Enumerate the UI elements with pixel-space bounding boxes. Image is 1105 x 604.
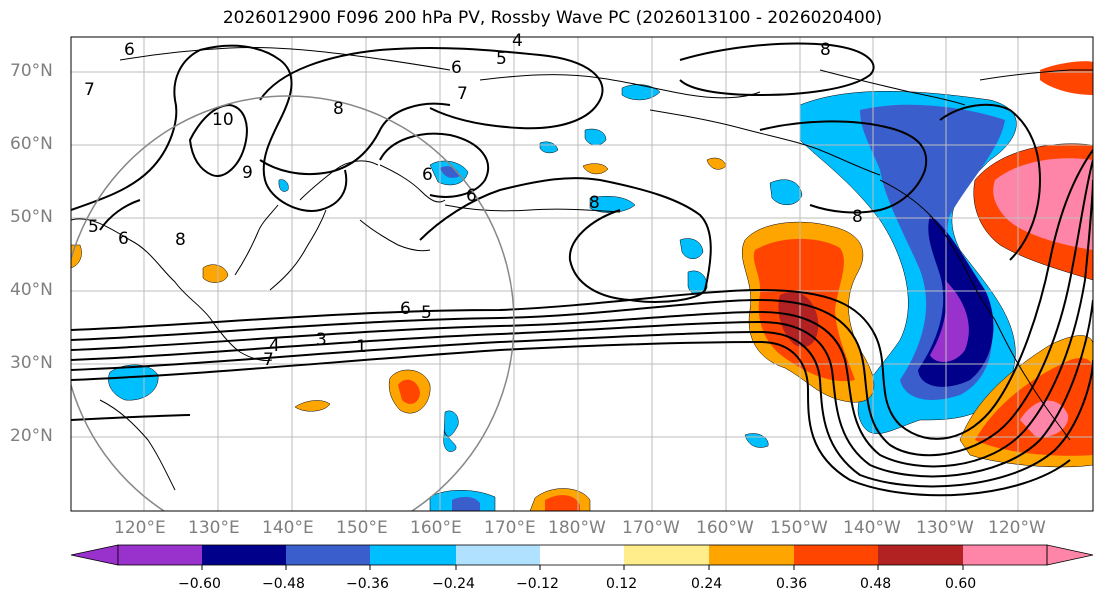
colorbar-tick-label: −0.24 — [432, 576, 475, 592]
lon-label-140e: 140°E — [262, 518, 314, 538]
lon-label-140w: 140°W — [843, 518, 901, 538]
contour-label: 6 — [422, 165, 433, 185]
colorbar-segment — [709, 545, 794, 565]
colorbar-segment — [286, 545, 370, 565]
lon-label-120e: 120°E — [114, 518, 166, 538]
contour-label: 4 — [269, 336, 280, 356]
colorbar-segment — [118, 545, 202, 565]
colorbar-tick-label: 0.12 — [606, 576, 638, 592]
colorbar-segment — [624, 545, 709, 565]
contour-label: 6 — [118, 229, 129, 249]
colorbar-segment — [878, 545, 963, 565]
colorbar-segment — [456, 545, 540, 565]
lat-label-70n: 70°N — [10, 61, 53, 81]
colorbar-segment — [370, 545, 456, 565]
contour-label-group: 4 5 6 7 8 10 9 8 6 6 8 6 5 1 3 4 7 8 6 8… — [84, 31, 863, 370]
lat-label-40n: 40°N — [10, 280, 53, 300]
contour-label: 4 — [512, 31, 523, 51]
lon-label-160e: 160°E — [410, 518, 462, 538]
lon-label-130w: 130°W — [916, 518, 974, 538]
lat-label-20n: 20°N — [10, 426, 53, 446]
contour-label: 6 — [400, 299, 411, 319]
contour-label: 5 — [421, 303, 432, 323]
contour-label: 3 — [316, 330, 327, 350]
coastlines — [71, 46, 1093, 491]
contour-label: 8 — [820, 40, 831, 60]
contour-label: 5 — [88, 217, 99, 237]
map-frame — [70, 36, 1094, 512]
contour-label: 5 — [496, 49, 507, 69]
map-title: 2026012900 F096 200 hPa PV, Rossby Wave … — [222, 8, 883, 28]
lat-label-50n: 50°N — [10, 207, 53, 227]
contour-label: 7 — [263, 350, 274, 370]
contour-label: 8 — [175, 230, 186, 250]
map-gridlines — [71, 37, 1093, 511]
lon-label-130e: 130°E — [188, 518, 240, 538]
lon-label-170e: 170°E — [484, 518, 536, 538]
colorbar-tick-label: −0.12 — [516, 576, 559, 592]
colorbar-tick-label: 0.48 — [860, 576, 892, 592]
contour-label: 6 — [124, 40, 135, 60]
pv-contours — [71, 42, 1093, 497]
colorbar-tick-label: −0.36 — [346, 576, 389, 592]
colorbar-segment — [540, 545, 624, 565]
colorbar-segment — [794, 545, 878, 565]
lon-label-180w: 180°W — [548, 518, 606, 538]
contour-label: 7 — [84, 80, 95, 100]
colorbar-extend-min — [70, 544, 119, 566]
colorbar-segment — [202, 545, 286, 565]
lon-label-160w: 160°W — [696, 518, 754, 538]
lon-label-170w: 170°W — [622, 518, 680, 538]
colorbar-tick-label: −0.48 — [262, 576, 305, 592]
colorbar-tick-label: 0.60 — [945, 576, 977, 592]
colorbar — [70, 544, 1094, 570]
great-circle-outline — [71, 95, 515, 511]
contour-label: 6 — [451, 58, 462, 78]
lat-label-60n: 60°N — [10, 134, 53, 154]
contour-label: 6 — [466, 186, 477, 206]
colorbar-tick-label: −0.60 — [178, 576, 221, 592]
colorbar-extend-max — [1046, 544, 1094, 566]
contour-label: 1 — [356, 337, 367, 357]
contour-label: 9 — [242, 163, 253, 183]
lon-label-120w: 120°W — [988, 518, 1046, 538]
pv-anomaly-shading — [71, 61, 1093, 511]
lon-label-150e: 150°E — [336, 518, 388, 538]
colorbar-segment — [963, 545, 1047, 565]
colorbar-tick-label: 0.24 — [691, 576, 723, 592]
contour-label: 8 — [333, 99, 344, 119]
lon-label-150w: 150°W — [770, 518, 828, 538]
contour-label: 10 — [212, 110, 234, 130]
colorbar-tick-label: 0.36 — [776, 576, 808, 592]
contour-label: 8 — [852, 207, 863, 227]
contour-label: 8 — [589, 193, 600, 213]
contour-label: 7 — [457, 84, 468, 104]
lat-label-30n: 30°N — [10, 353, 53, 373]
